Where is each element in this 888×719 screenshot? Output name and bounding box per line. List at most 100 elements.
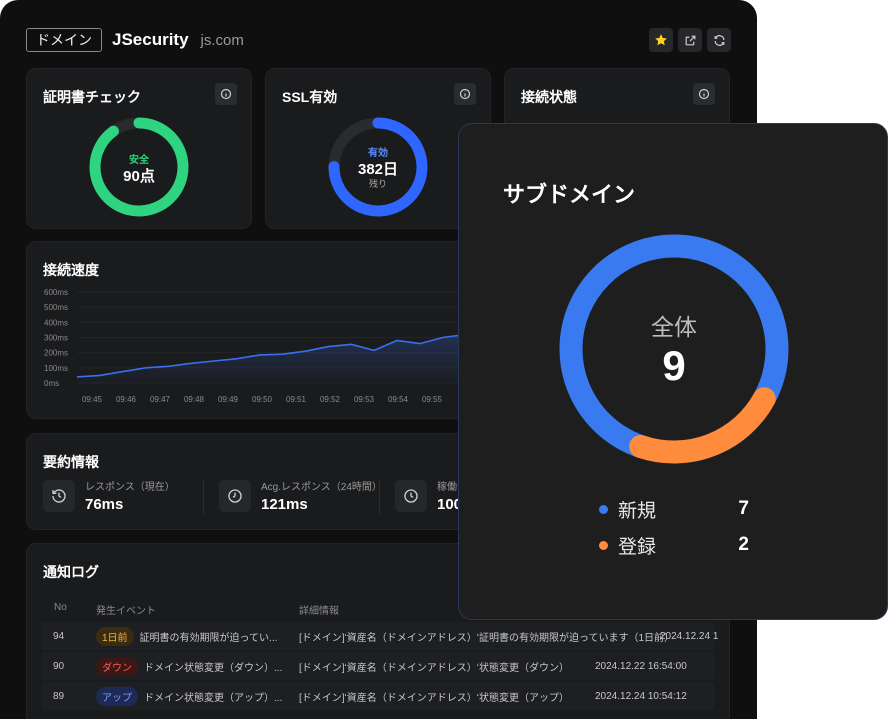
y-tick-label: 100ms bbox=[44, 364, 68, 373]
legend-item-new: 新規 7 bbox=[599, 497, 749, 522]
donut-total-value: 9 bbox=[662, 342, 686, 389]
summary-average-response: Acg.レスポンス（24時間） 121ms bbox=[219, 478, 382, 513]
y-tick-label: 500ms bbox=[44, 303, 68, 312]
summary-current-response: レスポンス（現在） 76ms bbox=[43, 478, 175, 513]
card-title: 証明書チェック bbox=[43, 89, 141, 105]
card-title: 接続状態 bbox=[521, 89, 577, 105]
gauge-value: 382日 bbox=[357, 161, 399, 178]
security-score-gauge: 安全 90点 bbox=[87, 115, 191, 219]
x-tick-label: 09:51 bbox=[286, 395, 307, 404]
clock-icon bbox=[395, 479, 427, 512]
x-tick-label: 09:48 bbox=[184, 395, 205, 404]
gauge-sub: 残り bbox=[368, 179, 387, 189]
ssl-days-gauge: 有効 382日 残り bbox=[326, 115, 430, 219]
legend-value: 2 bbox=[738, 534, 749, 555]
info-button[interactable] bbox=[215, 83, 237, 105]
share-icon bbox=[685, 35, 695, 45]
domain-name: js.com bbox=[200, 31, 244, 49]
legend-dot bbox=[599, 540, 608, 550]
donut-slice-new bbox=[559, 234, 789, 458]
clock-icon bbox=[219, 479, 251, 512]
info-icon bbox=[459, 88, 471, 100]
gauge-label: 安全 bbox=[129, 155, 149, 166]
event-text: 証明書の有効期限が迫ってい... bbox=[139, 632, 278, 644]
card-title: SSL有効 bbox=[282, 89, 338, 105]
log-detail: [ドメイン]ʻ資産名（ドメインアドレス）ʻ証明書の有効期限が迫っています（1日前… bbox=[299, 632, 675, 644]
card-title: 要約情報 bbox=[43, 454, 99, 470]
y-tick-label: 0ms bbox=[44, 379, 59, 388]
legend-value: 7 bbox=[738, 498, 749, 519]
log-row[interactable]: 94 1日前 証明書の有効期限が迫ってい... [ドメイン]ʻ資産名（ドメインア… bbox=[41, 622, 719, 650]
y-tick-label: 600ms bbox=[44, 288, 68, 297]
y-tick-label: 300ms bbox=[44, 334, 68, 343]
summary-value: 100 bbox=[437, 496, 463, 513]
event-text: ドメイン状態変更（ダウン）... bbox=[144, 662, 283, 674]
open-external-button[interactable] bbox=[678, 28, 702, 52]
x-tick-label: 09:53 bbox=[354, 395, 375, 404]
certificate-check-card: 証明書チェック 安全 90点 bbox=[26, 68, 252, 229]
summary-value: 121ms bbox=[261, 496, 308, 513]
x-tick-label: 09:46 bbox=[116, 395, 137, 404]
event-tag: アップ bbox=[96, 686, 138, 706]
header-buttons bbox=[649, 28, 731, 52]
y-tick-label: 200ms bbox=[44, 349, 68, 358]
log-no: 89 bbox=[53, 690, 65, 702]
favorite-button[interactable] bbox=[649, 28, 673, 52]
summary-label: レスポンス（現在） bbox=[85, 482, 175, 493]
card-title: 通知ログ bbox=[43, 564, 99, 580]
log-event: ダウン ドメイン状態変更（ダウン）... bbox=[96, 652, 282, 680]
subdomain-card: サブドメイン 全体 9 新規 7 登録 2 bbox=[458, 123, 888, 620]
app-name: JSecurity bbox=[112, 30, 189, 49]
summary-label: Acg.レスポンス（24時間） bbox=[261, 482, 382, 493]
x-tick-label: 09:50 bbox=[252, 395, 273, 404]
divider bbox=[379, 480, 380, 514]
column-no: No bbox=[54, 602, 67, 613]
x-tick-label: 09:45 bbox=[82, 395, 103, 404]
log-event: アップ ドメイン状態変更（アップ）... bbox=[96, 682, 282, 710]
header: ドメイン JSecurity js.com bbox=[26, 27, 731, 53]
card-title: サブドメイン bbox=[503, 182, 636, 207]
x-tick-label: 09:47 bbox=[150, 395, 171, 404]
star-icon bbox=[655, 34, 667, 46]
column-detail: 詳細情報 bbox=[299, 606, 339, 617]
summary-label: 稼働 bbox=[437, 482, 457, 493]
log-detail: [ドメイン]ʻ資産名（ドメインアドレス）ʻ状態変更（ダウン） bbox=[299, 662, 569, 674]
x-tick-label: 09:49 bbox=[218, 395, 239, 404]
log-row[interactable]: 89 アップ ドメイン状態変更（アップ）... [ドメイン]ʻ資産名（ドメインア… bbox=[41, 682, 715, 710]
event-tag: ダウン bbox=[96, 656, 138, 676]
x-tick-label: 09:52 bbox=[320, 395, 341, 404]
history-icon bbox=[43, 479, 75, 512]
legend-dot bbox=[599, 504, 608, 514]
info-button[interactable] bbox=[693, 83, 715, 105]
column-event: 発生イベント bbox=[96, 606, 156, 617]
info-button[interactable] bbox=[454, 83, 476, 105]
log-no: 90 bbox=[53, 660, 65, 672]
ssl-valid-card: SSL有効 有効 382日 残り bbox=[265, 68, 491, 229]
card-title: 接続速度 bbox=[43, 262, 99, 278]
y-tick-label: 400ms bbox=[44, 318, 68, 327]
event-text: ドメイン状態変更（アップ）... bbox=[144, 692, 283, 704]
log-row[interactable]: 90 ダウン ドメイン状態変更（ダウン）... [ドメイン]ʻ資産名（ドメインア… bbox=[41, 652, 715, 680]
log-event: 1日前 証明書の有効期限が迫ってい... bbox=[96, 622, 277, 650]
gauge-label: 有効 bbox=[368, 148, 388, 159]
summary-uptime: 稼働 100 bbox=[395, 478, 462, 513]
log-no: 94 bbox=[53, 630, 65, 642]
x-tick-label: 09:55 bbox=[422, 395, 443, 404]
refresh-button[interactable] bbox=[707, 28, 731, 52]
x-tick-label: 09:54 bbox=[388, 395, 409, 404]
domain-type-badge[interactable]: ドメイン bbox=[26, 28, 102, 52]
log-time: 2024.12.24 1 bbox=[660, 630, 719, 642]
info-icon bbox=[220, 88, 232, 100]
summary-value: 76ms bbox=[85, 496, 124, 513]
legend-name: 新規 bbox=[618, 500, 657, 522]
refresh-icon bbox=[714, 34, 724, 46]
log-time: 2024.12.22 16:54:00 bbox=[595, 660, 687, 672]
donut-total-label: 全体 bbox=[651, 314, 697, 340]
gauge-value: 90点 bbox=[123, 168, 155, 185]
log-time: 2024.12.24 10:54:12 bbox=[595, 690, 687, 702]
info-icon bbox=[698, 88, 710, 100]
log-detail: [ドメイン]ʻ資産名（ドメインアドレス）ʻ状態変更（アップ） bbox=[299, 692, 569, 704]
donut-slice-registered bbox=[629, 387, 776, 464]
legend-name: 登録 bbox=[618, 536, 657, 558]
divider bbox=[203, 480, 204, 514]
